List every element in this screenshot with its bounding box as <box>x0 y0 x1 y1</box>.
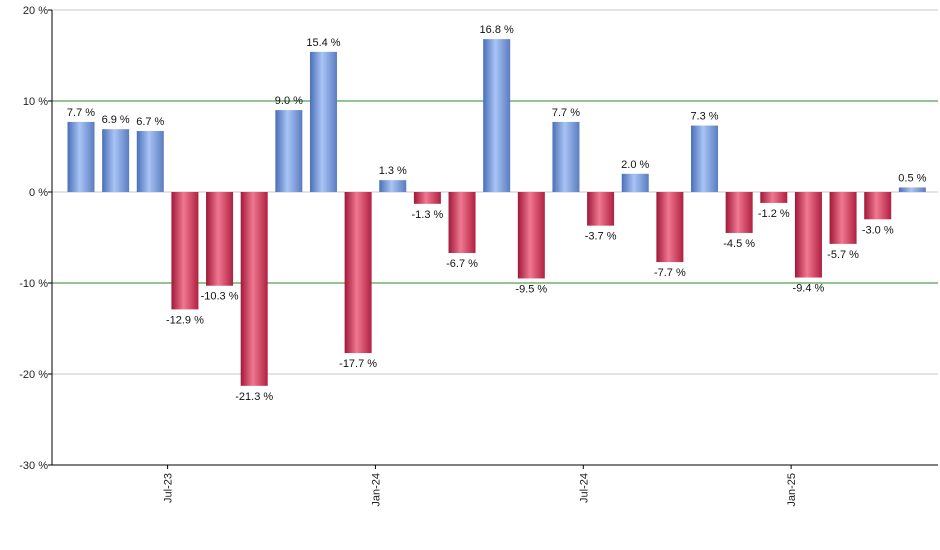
data-label: 16.8 % <box>480 24 514 36</box>
data-label: 6.7 % <box>136 116 164 128</box>
bar-Sep-23 <box>171 192 199 310</box>
bar-Jan-25 <box>725 192 753 233</box>
data-label: 2.0 % <box>621 159 649 171</box>
data-label: 6.9 % <box>102 114 130 126</box>
data-label: -3.7 % <box>585 231 617 243</box>
bar-Mar-24 <box>379 180 407 192</box>
y-tick-label: -30 % <box>19 460 48 472</box>
bar-Jun-25 <box>898 187 926 192</box>
y-tick-label: 20 % <box>23 5 48 17</box>
bar-Sep-24 <box>587 192 615 226</box>
data-label: -12.9 % <box>166 314 204 326</box>
x-tick-label: Jul-23 <box>163 473 175 503</box>
data-label: 15.4 % <box>306 37 340 49</box>
data-label: 1.3 % <box>379 165 407 177</box>
data-label: 7.7 % <box>67 107 95 119</box>
bar-Dec-23 <box>275 110 303 192</box>
data-label: -10.3 % <box>201 291 239 303</box>
x-tick-label: Jul-24 <box>578 473 590 503</box>
data-label: -6.7 % <box>446 258 478 270</box>
y-tick-label: -20 % <box>19 369 48 381</box>
data-labels: 7.7 % 6.9 % 6.7 % -12.9 % -10.3 % -21.3 % 9.0 … <box>67 24 927 403</box>
bar-Dec-24 <box>691 125 719 192</box>
data-label: -1.3 % <box>412 209 444 221</box>
data-label: -7.7 % <box>654 267 686 279</box>
bar-Apr-25 <box>829 192 857 244</box>
y-tick-label: 0 % <box>29 187 48 199</box>
bar-Oct-24 <box>621 173 649 192</box>
bars <box>67 39 926 386</box>
bar-Aug-24 <box>552 121 580 192</box>
axes <box>48 9 938 469</box>
bar-Jun-23 <box>67 121 95 192</box>
data-label: -1.2 % <box>758 208 790 220</box>
bar-Nov-24 <box>656 192 684 263</box>
bar-Aug-23 <box>136 131 164 192</box>
y-tick-label: 10 % <box>23 96 48 108</box>
data-label: -9.4 % <box>793 283 825 295</box>
bar-Nov-23 <box>240 192 268 386</box>
data-label: -21.3 % <box>235 391 273 403</box>
data-label: 9.0 % <box>275 95 303 107</box>
bar-Feb-24 <box>344 192 372 354</box>
bar-Oct-23 <box>206 192 234 286</box>
bar-May-24 <box>448 192 476 253</box>
bar-Apr-24 <box>413 192 441 204</box>
data-label: 7.7 % <box>552 107 580 119</box>
data-label: -5.7 % <box>827 249 859 261</box>
bar-Mar-25 <box>794 192 822 278</box>
data-label: -9.5 % <box>515 283 547 295</box>
bar-Feb-25 <box>760 192 788 203</box>
x-tick-label: Jan-24 <box>370 473 382 507</box>
data-label: -17.7 % <box>339 358 377 370</box>
bar-May-25 <box>864 192 892 220</box>
y-tick-labels: 20 % 10 % 0 % -10 % -20 % -30 % <box>19 5 48 472</box>
y-tick-label: -10 % <box>19 278 48 290</box>
x-tick-labels: Jul-23 Jan-24 Jul-24 Jan-25 <box>163 473 799 507</box>
bar-Jun-24 <box>483 39 511 193</box>
bar-Jan-24 <box>309 51 337 192</box>
bar-Jul-24 <box>517 192 545 279</box>
bar-Jul-23 <box>102 129 130 192</box>
data-label: 7.3 % <box>690 111 718 123</box>
x-tick-label: Jan-25 <box>786 473 798 507</box>
data-label: -3.0 % <box>862 224 894 236</box>
data-label: 0.5 % <box>898 172 926 184</box>
data-label: -4.5 % <box>723 238 755 250</box>
